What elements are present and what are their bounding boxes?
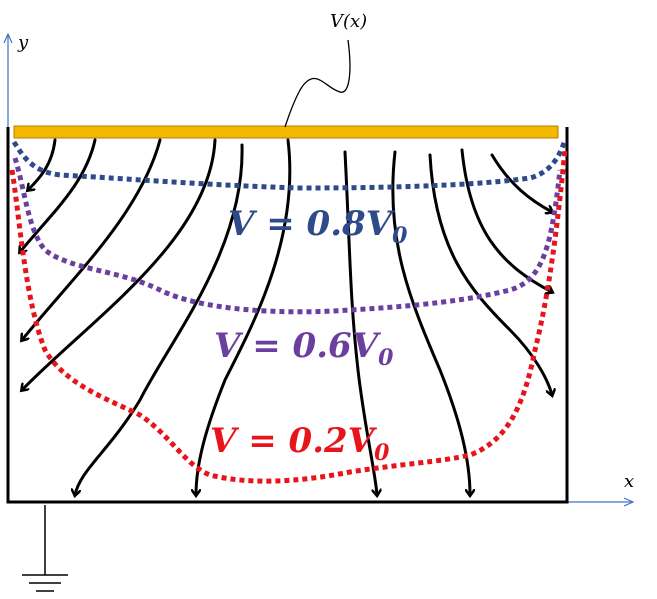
field-lines (20, 138, 552, 495)
label-main: V = 0.6V (214, 326, 382, 366)
equipotential-06 (12, 157, 563, 315)
ground (22, 505, 68, 592)
equipotential-08 (11, 139, 568, 191)
container (6, 127, 569, 504)
x-label: x (624, 471, 634, 492)
plate (13, 125, 559, 139)
label-02: V = 0.2V0 (210, 421, 390, 466)
label-06: V = 0.6V0 (214, 326, 394, 371)
label-main: V = 0.2V (210, 421, 378, 461)
label-main: V = 0.8V (228, 204, 396, 244)
label-sub: 0 (378, 345, 394, 371)
label-08: V = 0.8V0 (228, 204, 408, 249)
label-sub: 0 (374, 440, 390, 466)
plate-label: V(x) (330, 11, 367, 32)
pointer (284, 39, 351, 128)
y-label: y (17, 32, 29, 53)
equipotential-02 (9, 149, 568, 484)
label-sub: 0 (392, 223, 408, 249)
